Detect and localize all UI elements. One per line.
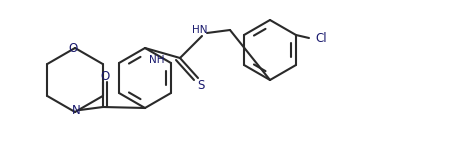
- Text: Cl: Cl: [315, 32, 326, 46]
- Text: O: O: [68, 41, 78, 55]
- Text: N: N: [72, 105, 80, 117]
- Text: NH: NH: [149, 55, 164, 65]
- Text: HN: HN: [192, 25, 208, 35]
- Text: O: O: [100, 70, 110, 82]
- Text: S: S: [197, 78, 204, 91]
